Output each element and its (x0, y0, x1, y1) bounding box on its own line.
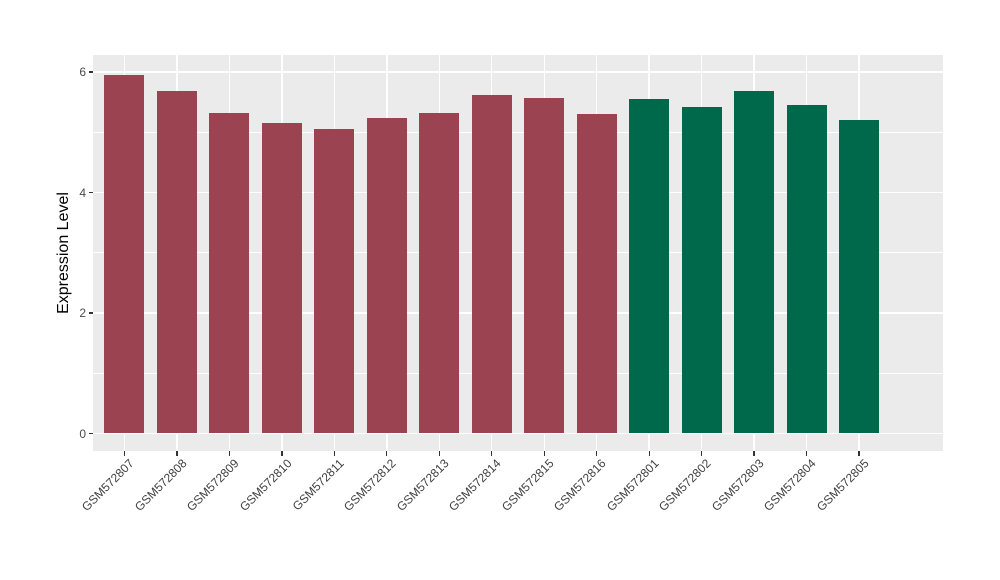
bar (261, 122, 302, 434)
bar (786, 104, 827, 434)
x-tick-label: GSM572801 (603, 456, 662, 514)
x-tick-mark (176, 451, 178, 456)
x-tick-label: GSM572802 (656, 456, 714, 514)
bar (524, 97, 565, 434)
x-tick-mark (386, 451, 388, 456)
bar (156, 90, 197, 434)
x-tick-label: GSM572814 (446, 456, 504, 514)
major-gridline (93, 432, 943, 435)
minor-gridline (93, 131, 943, 133)
plot-panel (93, 55, 943, 451)
x-tick-mark (858, 451, 860, 456)
y-tick-label: 0 (79, 426, 86, 441)
x-tick-label: GSM572805 (813, 456, 872, 514)
x-tick-mark (753, 451, 755, 456)
x-tick-mark (281, 451, 283, 456)
x-tick-label: GSM572813 (393, 456, 452, 514)
x-tick-label: GSM572815 (498, 456, 557, 514)
x-tick-mark (543, 451, 545, 456)
y-tick-label: 6 (79, 65, 86, 79)
y-tick-label: 2 (79, 306, 86, 320)
bar (209, 112, 250, 434)
major-gridline (93, 191, 943, 194)
major-gridline (93, 312, 943, 314)
x-tick-mark (805, 451, 808, 456)
x-tick-label: GSM572811 (289, 456, 347, 514)
x-tick-label: GSM572816 (551, 456, 609, 514)
x-tick-label: GSM572809 (184, 456, 242, 514)
x-tick-label: GSM572803 (708, 456, 767, 514)
y-axis-title: Expression Level (55, 192, 72, 314)
x-tick-label: GSM572808 (131, 456, 190, 514)
bar (576, 113, 617, 434)
x-tick-mark (596, 451, 598, 456)
major-gridline (93, 71, 943, 73)
bar (104, 75, 145, 434)
x-tick-mark (228, 451, 231, 456)
x-tick-mark (700, 451, 703, 456)
minor-gridline (93, 252, 943, 254)
x-tick-mark (648, 451, 650, 456)
bar (314, 129, 355, 434)
x-tick-label: GSM572807 (79, 456, 137, 514)
x-tick-mark (438, 451, 440, 456)
bar (839, 120, 880, 434)
x-tick-mark (491, 451, 493, 456)
y-tick-label: 4 (79, 185, 86, 200)
bar (629, 99, 670, 434)
bar (681, 106, 722, 434)
bar (366, 117, 407, 434)
bar (734, 91, 775, 434)
x-tick-mark (123, 451, 126, 456)
bar (471, 95, 512, 434)
x-tick-label: GSM572812 (341, 456, 400, 514)
x-tick-mark (333, 451, 335, 456)
bar (419, 112, 460, 434)
minor-gridline (93, 372, 943, 374)
x-tick-label: GSM572804 (761, 456, 819, 514)
x-tick-label: GSM572810 (236, 456, 295, 514)
